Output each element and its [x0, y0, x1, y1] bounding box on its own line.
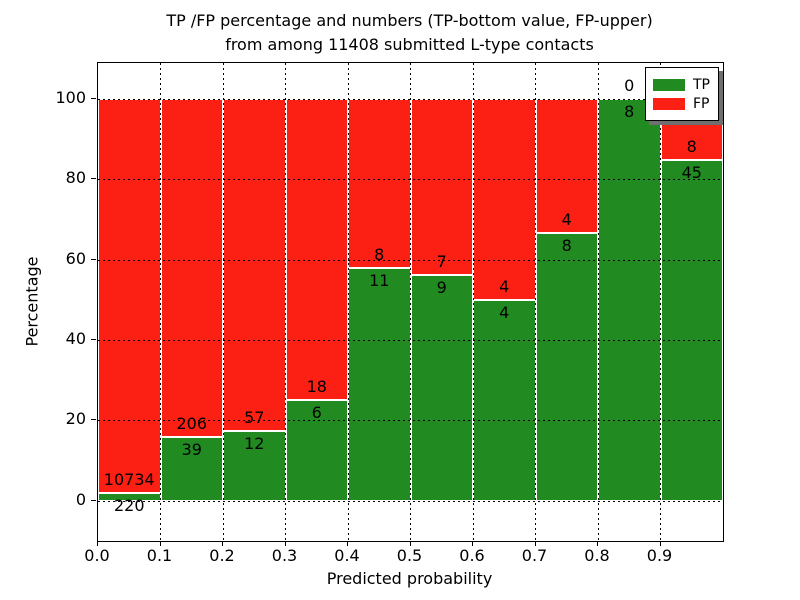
y-axis-label-wrap: Percentage	[14, 62, 50, 540]
fp-color-swatch	[653, 97, 685, 110]
y-tick-label: 0	[75, 489, 86, 509]
bar-tp-segment	[410, 274, 473, 501]
fp-count-label: 4	[561, 210, 572, 230]
fp-count-label: 57	[244, 407, 265, 427]
fp-count-label: 7	[436, 251, 447, 271]
v-gridline	[222, 63, 224, 541]
tp-count-label: 45	[681, 162, 702, 182]
bar-fp-segment	[410, 99, 473, 275]
tp-count-label: 8	[561, 236, 572, 256]
y-tick-label: 60	[65, 248, 86, 268]
x-axis-label: Predicted probability	[326, 569, 493, 588]
x-tick-mark	[472, 541, 473, 546]
x-tick-mark	[284, 541, 286, 546]
bar-tp-segment	[348, 268, 411, 501]
x-tick-label: 0.2	[209, 546, 235, 565]
bar-fp-segment	[160, 99, 223, 437]
x-tick-mark	[159, 541, 161, 546]
x-tick-label: 0.3	[271, 546, 298, 565]
x-tick-label: 0.1	[146, 546, 173, 565]
chart-title: TP /FP percentage and numbers (TP-bottom…	[97, 9, 722, 57]
legend-label-tp: TP	[693, 76, 710, 93]
v-gridline	[660, 63, 661, 541]
tp-count-label: 39	[181, 439, 202, 459]
v-gridline	[535, 63, 536, 541]
x-tick-label: 0.0	[84, 546, 110, 565]
fp-count-label: 10734	[103, 469, 155, 489]
fp-count-label: 8	[374, 245, 385, 265]
tp-count-label: 11	[369, 271, 390, 291]
fp-count-label: 18	[306, 377, 327, 397]
x-tick-mark	[534, 541, 536, 546]
tp-count-label: 6	[311, 403, 322, 423]
x-tick-label: 0.7	[521, 546, 548, 565]
bar-fp-segment	[223, 99, 286, 431]
v-gridline	[160, 63, 161, 541]
y-tick-mark	[91, 419, 96, 421]
tp-count-label: 8	[624, 102, 635, 122]
tp-count-label: 9	[436, 277, 447, 297]
x-tick-label: 0.8	[584, 546, 610, 565]
bar-tp-segment	[473, 299, 536, 501]
v-gridline	[597, 63, 599, 541]
x-tick-label: 0.6	[459, 546, 485, 565]
y-tick-label: 100	[55, 88, 86, 108]
x-tick-mark	[597, 541, 598, 546]
chart-title-line2: from among 11408 submitted L-type contac…	[225, 35, 594, 54]
bar-tp-segment	[535, 233, 598, 501]
x-tick-mark	[659, 541, 661, 546]
y-tick-mark	[91, 339, 96, 341]
x-tick-mark	[97, 541, 98, 546]
y-tick-label: 40	[65, 329, 86, 349]
y-tick-mark	[91, 178, 96, 180]
v-gridline	[285, 63, 286, 541]
fp-count-label: 206	[176, 413, 208, 433]
plot-area: 10734 220 206 39 57 12 18 6 8 11 7 9 4 4 4 8 0 8 8 45	[97, 62, 724, 542]
bar-tp-segment	[598, 99, 661, 501]
y-tick-mark	[91, 499, 96, 501]
y-tick-mark	[91, 258, 96, 260]
x-tick-label: 0.5	[396, 546, 423, 565]
v-gridline	[347, 63, 349, 541]
v-gridline	[472, 63, 474, 541]
legend-label-fp: FP	[693, 95, 710, 112]
bar-tp-segment	[660, 159, 723, 501]
tp-count-label: 4	[499, 302, 510, 322]
x-tick-label: 0.9	[646, 546, 673, 565]
legend-entry-fp: FP	[653, 95, 711, 112]
bar-fp-segment	[98, 99, 161, 493]
tp-color-swatch	[653, 78, 685, 91]
tp-count-label: 220	[113, 495, 145, 515]
fp-count-label: 8	[686, 136, 697, 156]
bar-fp-segment	[473, 99, 536, 300]
chart-title-line1: TP /FP percentage and numbers (TP-bottom…	[166, 11, 653, 30]
x-tick-mark	[409, 541, 411, 546]
y-tick-mark	[91, 98, 96, 100]
x-tick-mark	[222, 541, 223, 546]
legend-entry-tp: TP	[653, 76, 711, 93]
bar-fp-segment	[348, 99, 411, 269]
tp-count-label: 12	[244, 433, 265, 453]
x-tick-label: 0.4	[334, 546, 360, 565]
fp-count-label: 4	[499, 276, 510, 296]
legend: TP FP	[645, 67, 719, 121]
v-gridline	[410, 63, 411, 541]
bar-fp-segment	[285, 99, 348, 401]
fp-count-label: 0	[624, 76, 635, 96]
y-tick-label: 20	[65, 409, 86, 429]
y-tick-label: 80	[65, 168, 86, 188]
x-tick-mark	[347, 541, 348, 546]
